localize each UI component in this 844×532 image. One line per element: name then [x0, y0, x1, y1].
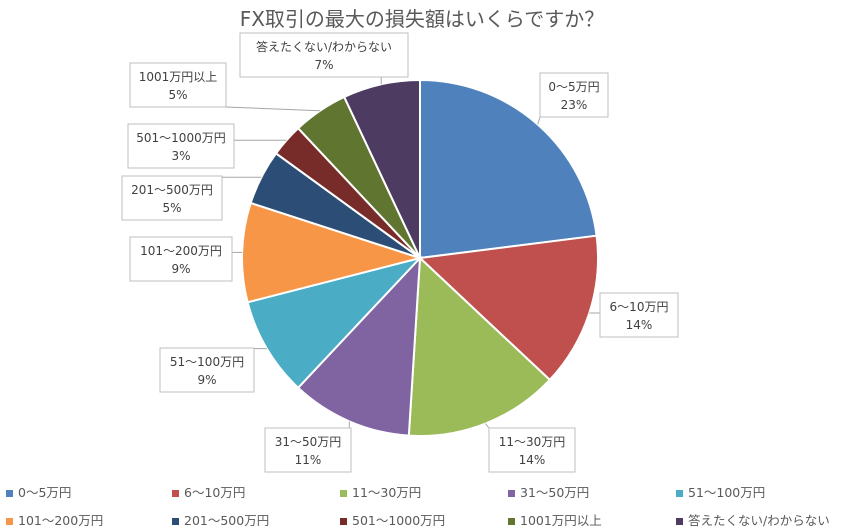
- label-leader-lines: [222, 77, 600, 429]
- data-label-box: [127, 123, 235, 169]
- leader-line: [225, 106, 320, 112]
- data-label-box: [264, 427, 352, 473]
- legend-item: 6～10万円: [172, 485, 245, 500]
- legend-swatch: [172, 490, 179, 497]
- pie-slices: [241, 78, 599, 437]
- pie-slice-4: [296, 255, 422, 437]
- legend-item: 51～100万円: [676, 485, 765, 500]
- leader-line: [537, 116, 541, 125]
- legend-swatch: [6, 490, 13, 497]
- data-label: 31～50万円 11%: [264, 427, 352, 473]
- legend-swatch: [6, 518, 13, 525]
- legend-item: 0～5万円: [6, 485, 71, 500]
- data-labels: 0～5万円 23% 6～10万円 14% 11～30万円 14% 31～50万円 11% 51～…: [121, 32, 679, 473]
- leader-line: [485, 423, 490, 429]
- legend-swatch: [340, 518, 347, 525]
- data-label-box: [239, 32, 409, 78]
- data-label-category: 6～10万円: [610, 300, 669, 314]
- legend-item: 201～500万円: [172, 513, 269, 528]
- data-label-category: 31～50万円: [275, 435, 342, 449]
- data-label: 答えたくない/わからない 7%: [239, 32, 409, 78]
- legend-swatch: [676, 490, 683, 497]
- data-label-category: 1001万円以上: [139, 70, 218, 84]
- data-label-category: 501～1000万円: [136, 131, 225, 145]
- legend-label: 6～10万円: [184, 485, 245, 500]
- data-label-percent: 5%: [168, 88, 187, 102]
- data-label-percent: 5%: [162, 201, 181, 215]
- data-label-category: 答えたくない/わからない: [256, 39, 392, 54]
- legend-swatch: [508, 518, 515, 525]
- data-label-percent: 7%: [314, 58, 333, 72]
- legend-label: 0～5万円: [18, 485, 71, 500]
- legend-swatch: [508, 490, 515, 497]
- data-label-box: [121, 175, 223, 221]
- data-label-box: [129, 62, 227, 108]
- legend-label: 1001万円以上: [520, 513, 602, 528]
- data-label: 6～10万円 14%: [599, 292, 679, 338]
- pie-slice-3: [407, 255, 552, 437]
- data-label-box: [129, 236, 233, 282]
- data-label-box: [599, 292, 679, 338]
- legend: 0～5万円 6～10万円 11～30万円 31～50万円 51～100万円 101～200…: [6, 485, 830, 528]
- data-label: 51～100万円 9%: [159, 347, 255, 393]
- data-label-percent: 3%: [171, 149, 190, 163]
- data-label-category: 101～200万円: [140, 244, 222, 258]
- legend-swatch: [340, 490, 347, 497]
- data-label: 501～1000万円 3%: [127, 123, 235, 169]
- legend-item: 31～50万円: [508, 485, 589, 500]
- legend-label: 11～30万円: [352, 485, 421, 500]
- data-label: 101～200万円 9%: [129, 236, 233, 282]
- legend-label: 51～100万円: [688, 485, 765, 500]
- data-label-box: [488, 427, 576, 473]
- legend-label: 31～50万円: [520, 485, 589, 500]
- data-label-percent: 11%: [295, 453, 322, 467]
- data-label-percent: 9%: [171, 262, 190, 276]
- data-label-percent: 14%: [626, 318, 653, 332]
- legend-item: 501～1000万円: [340, 513, 445, 528]
- legend-label: 201～500万円: [184, 513, 269, 528]
- legend-label: 501～1000万円: [352, 513, 445, 528]
- pie-slice-2: [417, 234, 599, 382]
- data-label-box: [159, 347, 255, 393]
- legend-item: 答えたくない/わからない: [676, 513, 830, 528]
- data-label-category: 51～100万円: [170, 355, 244, 369]
- data-label: 0～5万円 23%: [539, 72, 609, 118]
- data-label-category: 201～500万円: [131, 183, 213, 197]
- legend-swatch: [172, 518, 179, 525]
- data-label-box: [539, 72, 609, 118]
- data-label-percent: 14%: [519, 453, 546, 467]
- chart-title: FX取引の最大の損失額はいくらですか？: [240, 7, 605, 31]
- legend-swatch: [676, 518, 683, 525]
- data-label: 1001万円以上 5%: [129, 62, 227, 108]
- legend-item: 11～30万円: [340, 485, 421, 500]
- data-label-category: 0～5万円: [548, 80, 599, 94]
- data-label-category: 11～30万円: [499, 435, 566, 449]
- legend-label: 答えたくない/わからない: [688, 513, 830, 528]
- legend-item: 1001万円以上: [508, 513, 602, 528]
- legend-label: 101～200万円: [18, 513, 103, 528]
- legend-item: 101～200万円: [6, 513, 103, 528]
- data-label-percent: 23%: [561, 98, 588, 112]
- data-label: 11～30万円 14%: [488, 427, 576, 473]
- data-label: 201～500万円 5%: [121, 175, 223, 221]
- data-label-percent: 9%: [197, 373, 216, 387]
